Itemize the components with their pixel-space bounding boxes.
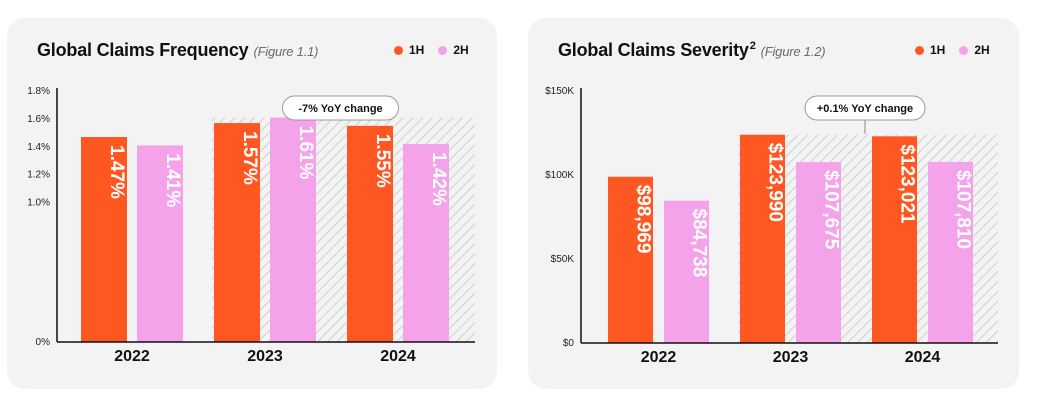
y-tick-label: $50K [551,254,575,265]
severity-bar-chart: $0 $50K $100K $150K $98,969 $84,738 2022 $123,9… [545,86,998,366]
yoy-callout-text: -7% YoY change [298,103,382,115]
bar-1h-2022 [81,137,127,342]
claims-frequency-card: Global Claims Frequency (Figure 1.1) 1H 2… [7,18,497,389]
bar-1h-2023 [214,123,260,342]
bar-value-label: $98,969 [633,185,654,254]
chart-legend: 1H 2H [394,43,469,57]
legend-label-1h: 1H [930,43,946,57]
bar-value-label: 1.41% [162,153,183,207]
legend-swatch-1h [394,45,403,55]
title-superscript: 2 [749,40,756,52]
bar-value-label: 1.55% [372,134,393,188]
y-tick-label: $150K [545,86,574,97]
y-tick-label: 1.6% [27,114,50,125]
bar-1h-2023 [740,134,785,343]
legend-item-2h: 2H [438,43,469,57]
chart-legend: 1H 2H [915,43,990,57]
bar-value-label: 1.42% [428,152,449,206]
y-tick-label: 0% [36,337,51,348]
bar-value-label: $84,738 [689,209,710,278]
bar-value-label: 1.61% [295,125,316,179]
bar-1h-2024 [872,136,917,343]
legend-label-2h: 2H [453,43,469,57]
bar-2h-2023 [270,117,316,342]
bar-2h-2022 [664,200,709,343]
chart-title: Global Claims Severity2 (Figure 1.2) [558,40,826,61]
chart-title: Global Claims Frequency (Figure 1.1) [37,40,318,61]
yoy-callout [282,95,399,121]
bar-value-label: $107,810 [953,170,974,249]
yoy-callout-text: +0.1% YoY change [817,103,913,115]
bar-value-label: $123,021 [897,144,918,224]
legend-label-2h: 2H [974,43,990,57]
y-tick-label: 1.2% [27,170,50,181]
bar-value-label: 1.57% [239,131,260,185]
bar-2h-2023 [796,162,841,343]
figure-label: (Figure 1.2) [760,44,826,59]
bar-value-label: $107,675 [821,170,842,250]
x-category-label: 2023 [247,348,283,365]
legend-swatch-2h [959,45,969,55]
bar-2h-2024 [403,143,449,342]
y-tick-label: 1.4% [27,142,50,153]
legend-label-1h: 1H [409,43,425,57]
bar-value-label: 1.47% [106,145,127,199]
y-tick-label: 1.8% [27,86,50,97]
bar-value-label: $123,990 [765,143,786,222]
x-category-label: 2023 [773,349,809,366]
frequency-bar-chart: 0% 1.0% 1.2% 1.4% 1.6% 1.8% 1.47% 1.41% 2022 1.57… [27,86,475,365]
yoy-callout [804,95,926,121]
figure-label: (Figure 1.1) [253,44,319,59]
y-tick-label: $0 [563,338,575,349]
legend-item-1h: 1H [394,43,424,57]
legend-swatch-1h [915,45,924,55]
x-category-label: 2024 [380,348,416,365]
legend-swatch-2h [438,45,448,55]
legend-item-1h: 1H [915,43,945,57]
y-tick-label: $100K [545,170,574,181]
x-category-label: 2024 [905,349,941,366]
y-tick-label: 1.0% [27,198,50,209]
bar-1h-2024 [347,125,393,342]
bar-2h-2024 [928,161,973,343]
claims-severity-card: Global Claims Severity2 (Figure 1.2) 1H 2… [528,18,1019,389]
x-category-label: 2022 [114,348,150,365]
chart-title-text: Global Claims Severity [558,40,749,60]
legend-item-2h: 2H [959,43,990,57]
x-category-label: 2022 [641,349,677,366]
bar-1h-2022 [608,176,653,343]
bar-2h-2022 [137,145,183,342]
chart-title-text: Global Claims Frequency [37,40,249,60]
